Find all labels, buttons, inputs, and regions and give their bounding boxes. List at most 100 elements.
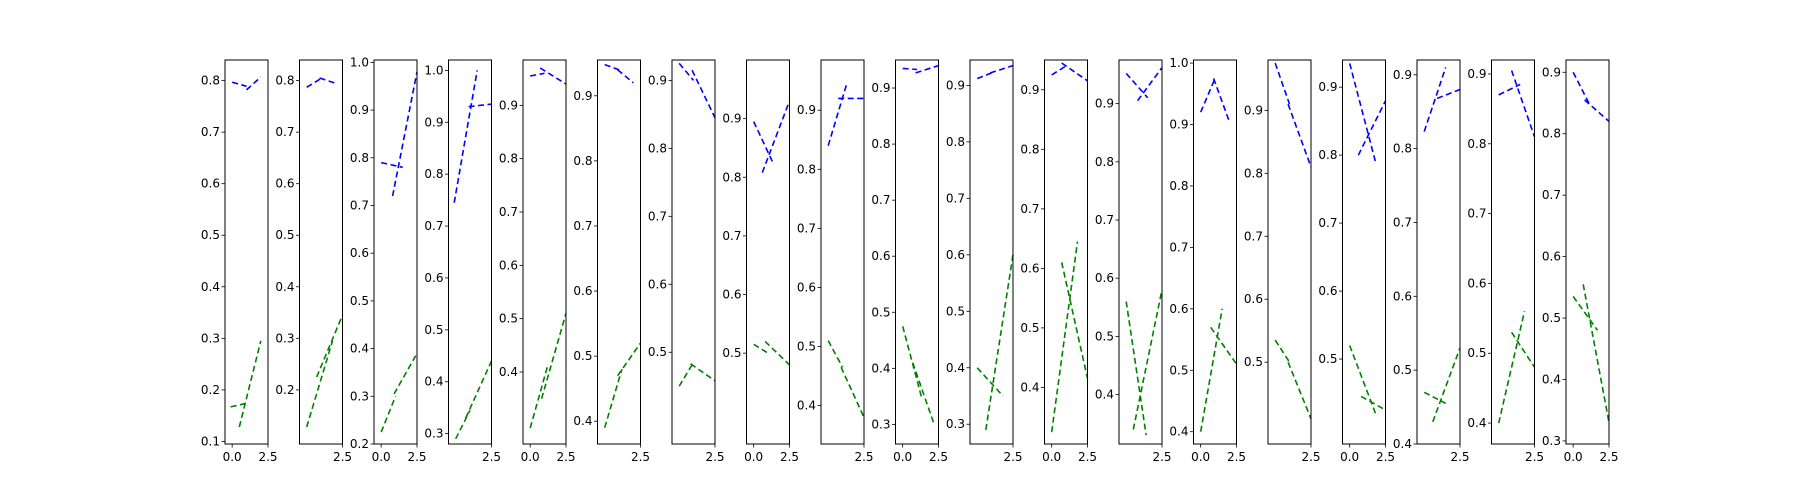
subplot-18: 0.4 0.5 0.6 0.7 0.8 0.9 2.5 (1467, 59, 1544, 464)
series-1-line-1 (827, 83, 848, 146)
y-tick-label: 0.6 (1393, 289, 1412, 303)
series-1-line-2 (539, 67, 567, 85)
series-1-line-2 (1510, 70, 1536, 138)
x-tick-label: 2.5 (1227, 450, 1246, 464)
axes-frame (299, 59, 343, 445)
x-tick-label: 2.5 (1450, 450, 1469, 464)
series-1-line-1 (604, 63, 620, 71)
y-tick-label: 0.8 (499, 152, 518, 166)
y-tick-label: 0.9 (1244, 103, 1263, 117)
x-tick-label: 0.0 (223, 450, 242, 464)
series-1-line-1 (1199, 78, 1216, 113)
y-tick-label: 0.6 (1095, 271, 1114, 285)
y-tick-label: 0.8 (871, 137, 890, 151)
y-tick-label: 0.7 (499, 205, 518, 219)
series-1-line-1 (1051, 65, 1067, 76)
series-1-line-1 (1423, 67, 1447, 132)
y-tick-label: 0.5 (1095, 329, 1114, 343)
series-1-line-1 (1348, 63, 1377, 163)
series-1-line-2 (468, 103, 492, 108)
y-tick-label: 0.9 (797, 103, 816, 117)
series-2-line-1 (976, 367, 1004, 397)
y-tick-label: 0.4 (201, 280, 220, 294)
y-tick-label: 0.6 (201, 177, 220, 191)
y-tick-label: 1.0 (350, 55, 369, 69)
x-tick-label: 0.0 (1042, 450, 1061, 464)
x-tick-label: 0.0 (1340, 450, 1359, 464)
series-2-line-1 (380, 396, 397, 433)
y-tick-label: 0.7 (1318, 216, 1337, 230)
series-1-line-1 (1125, 72, 1149, 99)
series-1-line-1 (976, 72, 992, 80)
series-2-line-1 (1423, 391, 1447, 405)
y-tick-label: 0.9 (1095, 97, 1114, 111)
subplot-7: 0.5 0.6 0.7 0.8 0.9 2.5 (648, 59, 725, 464)
y-tick-label: 0.4 (797, 399, 816, 413)
x-tick-label: 2.5 (333, 450, 352, 464)
x-tick-label: 2.5 (631, 450, 650, 464)
y-tick-label: 0.8 (1095, 155, 1114, 169)
series-2-line-1 (305, 340, 334, 428)
x-tick-label: 0.0 (521, 450, 540, 464)
y-tick-label: 0.3 (275, 331, 294, 345)
y-tick-label: 0.7 (275, 125, 294, 139)
y-tick-label: 0.4 (424, 375, 443, 389)
y-tick-label: 0.3 (871, 417, 890, 431)
y-tick-label: 0.9 (499, 98, 518, 112)
y-tick-label: 0.5 (201, 228, 220, 242)
x-tick-label: 0.0 (744, 450, 763, 464)
x-tick-label: 2.5 (407, 450, 426, 464)
y-tick-label: 0.4 (1169, 425, 1188, 439)
series-2-line-1 (230, 402, 247, 408)
series-2-line-1 (454, 409, 471, 440)
subplot-5: 0.4 0.5 0.6 0.7 0.8 0.9 0.0 2.5 (499, 59, 576, 464)
series-1-line-2 (1212, 78, 1231, 122)
x-tick-label: 2.5 (1301, 450, 1320, 464)
subplot-9: 0.4 0.5 0.6 0.7 0.8 0.9 2.5 (797, 59, 874, 464)
y-tick-label: 0.9 (1393, 68, 1412, 82)
x-tick-label: 2.5 (854, 450, 873, 464)
y-tick-label: 0.6 (499, 258, 518, 272)
y-tick-label: 0.7 (1169, 240, 1188, 254)
y-tick-label: 0.9 (871, 81, 890, 95)
axes-frame (373, 59, 418, 445)
y-tick-label: 0.6 (424, 271, 443, 285)
series-2-line-2 (985, 254, 1014, 431)
series-2-line-1 (678, 361, 695, 387)
y-tick-label: 0.2 (201, 383, 220, 397)
y-tick-label: 0.9 (1318, 80, 1337, 94)
subplot-1: 0.1 0.2 0.3 0.4 0.5 0.6 0.7 0.8 0.0 2.5 (201, 59, 278, 464)
y-tick-label: 0.5 (275, 228, 294, 242)
y-tick-label: 0.6 (722, 288, 741, 302)
x-tick-label: 0.0 (372, 450, 391, 464)
axes-frame (1491, 59, 1535, 445)
y-tick-label: 0.8 (275, 74, 294, 88)
y-tick-label: 0.6 (1169, 302, 1188, 316)
x-tick-label: 2.5 (1376, 450, 1395, 464)
series-1-line-2 (245, 76, 262, 91)
x-tick-label: 0.0 (1191, 450, 1210, 464)
subplot-17: 0.4 0.5 0.6 0.7 0.8 0.9 2.5 (1393, 59, 1470, 464)
x-tick-label: 2.5 (705, 450, 724, 464)
y-tick-label: 0.8 (1244, 166, 1263, 180)
y-tick-label: 0.9 (946, 78, 965, 92)
y-tick-label: 0.8 (1467, 137, 1486, 151)
series-1-line-1 (381, 161, 403, 169)
y-tick-label: 0.4 (871, 361, 890, 375)
series-2-line-2 (840, 366, 865, 418)
series-1-line-2 (1061, 62, 1088, 82)
y-tick-label: 0.4 (1467, 416, 1486, 430)
axes-frame (1193, 59, 1237, 445)
y-tick-label: 0.6 (1467, 276, 1486, 290)
x-tick-label: 2.5 (1599, 450, 1618, 464)
y-tick-label: 0.7 (871, 193, 890, 207)
y-tick-label: 0.5 (1542, 311, 1561, 325)
series-2-line-1 (529, 366, 549, 429)
x-tick-label: 2.5 (780, 450, 799, 464)
series-2-line-1 (1274, 339, 1291, 363)
y-tick-label: 0.7 (1244, 229, 1263, 243)
y-tick-label: 0.2 (275, 383, 294, 397)
series-1-line-2 (391, 71, 418, 197)
y-tick-label: 0.5 (1393, 363, 1412, 377)
